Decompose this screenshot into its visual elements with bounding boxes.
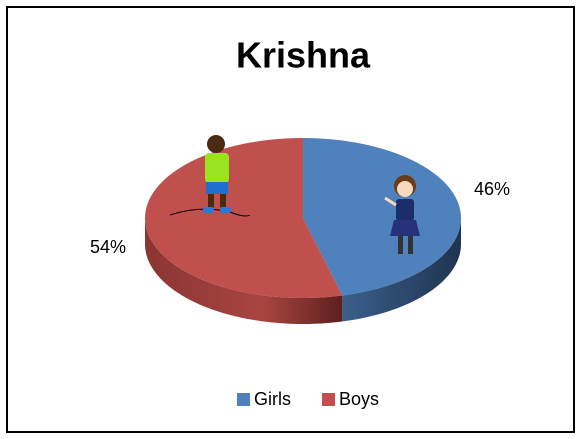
chart: Krishna Girls Boys 46% 54%: [0, 0, 581, 439]
data-label: 46%: [474, 179, 510, 199]
legend-label: Girls: [254, 389, 291, 409]
legend-label: Boys: [339, 389, 379, 409]
legend-swatch: [237, 393, 250, 406]
page: {"chart_data": {"type": "pie3d", "title"…: [0, 0, 581, 439]
chart-title: Krishna: [236, 35, 371, 76]
legend-swatch: [322, 393, 335, 406]
data-label: 54%: [90, 237, 126, 257]
